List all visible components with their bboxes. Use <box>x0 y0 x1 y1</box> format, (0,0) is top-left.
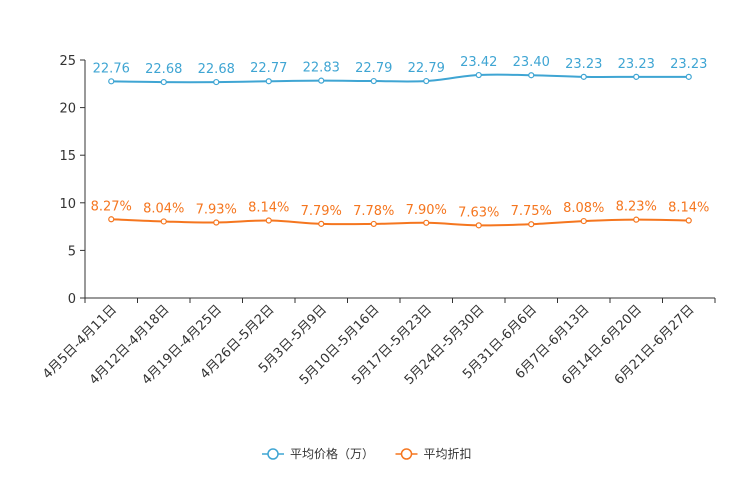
y-tick-label: 10 <box>59 197 76 212</box>
data-label: 22.79 <box>355 61 392 76</box>
series-1: 22.76 22.68 22.68 22.77 22.83 22.79 22.79 23.42… <box>93 55 707 86</box>
data-label: 7.63% <box>458 205 499 220</box>
data-point <box>318 77 325 84</box>
data-label: 8.04% <box>143 201 184 216</box>
data-label: 8.14% <box>248 201 289 216</box>
data-label: 22.68 <box>198 62 235 77</box>
data-label: 8.08% <box>563 201 604 216</box>
data-point <box>370 220 377 228</box>
data-label: 22.79 <box>408 61 445 76</box>
data-point <box>423 219 430 226</box>
data-point <box>423 77 430 85</box>
data-point <box>528 72 535 79</box>
data-label: 8.23% <box>616 200 657 215</box>
data-point <box>213 219 220 226</box>
y-tick-label: 5 <box>68 244 76 259</box>
legend-marker-icon <box>267 448 279 460</box>
y-tick-label: 0 <box>68 292 76 307</box>
data-point <box>108 216 115 223</box>
series-line <box>111 218 689 227</box>
data-point <box>528 221 535 228</box>
y-tick-label: 25 <box>59 54 76 69</box>
data-point <box>580 73 587 80</box>
data-point <box>108 78 115 85</box>
data-label: 22.83 <box>303 61 340 76</box>
data-label: 7.79% <box>301 204 342 219</box>
legend-label: 平均折扣 <box>424 446 472 461</box>
legend-label: 平均价格（万） <box>290 446 374 461</box>
data-label: 23.40 <box>513 55 550 70</box>
data-label: 7.75% <box>511 204 552 219</box>
y-tick-label: 15 <box>59 149 76 164</box>
data-point <box>265 78 272 85</box>
data-label: 23.23 <box>565 57 602 72</box>
data-label: 7.93% <box>196 203 237 218</box>
data-point <box>475 71 482 79</box>
data-label: 22.76 <box>93 61 130 76</box>
data-label: 23.23 <box>618 57 655 72</box>
data-point <box>265 217 272 224</box>
data-point <box>160 78 167 86</box>
data-label: 7.78% <box>353 204 394 219</box>
data-label: 23.42 <box>460 55 497 70</box>
legend: 平均价格（万） 平均折扣 <box>262 446 472 461</box>
legend-item-1[interactable]: 平均价格（万） <box>262 446 374 461</box>
data-label: 23.23 <box>670 57 707 72</box>
data-point <box>475 222 482 229</box>
data-label: 8.27% <box>91 199 132 214</box>
data-point <box>370 77 377 85</box>
data-point <box>318 220 325 227</box>
data-point <box>633 73 640 80</box>
series-2: 8.27% 8.04% 7.93% 8.14% 7.79% 7.78% 7.90% 7.63%… <box>91 199 709 229</box>
data-label: 22.77 <box>250 61 287 76</box>
series-layer: 22.76 22.68 22.68 22.77 22.83 22.79 22.79 23.42… <box>91 55 709 229</box>
data-label: 22.68 <box>145 62 182 77</box>
data-point <box>685 73 692 80</box>
data-point <box>580 217 587 225</box>
series-line <box>111 73 689 84</box>
data-point <box>633 216 640 223</box>
data-point <box>213 78 220 86</box>
data-point <box>160 218 167 225</box>
legend-marker-icon <box>400 448 413 460</box>
y-tick-label: 20 <box>59 102 76 117</box>
data-label: 7.90% <box>406 203 447 218</box>
data-point <box>685 217 692 224</box>
legend-item-2[interactable]: 平均折扣 <box>395 446 472 461</box>
data-label: 8.14% <box>668 201 709 216</box>
